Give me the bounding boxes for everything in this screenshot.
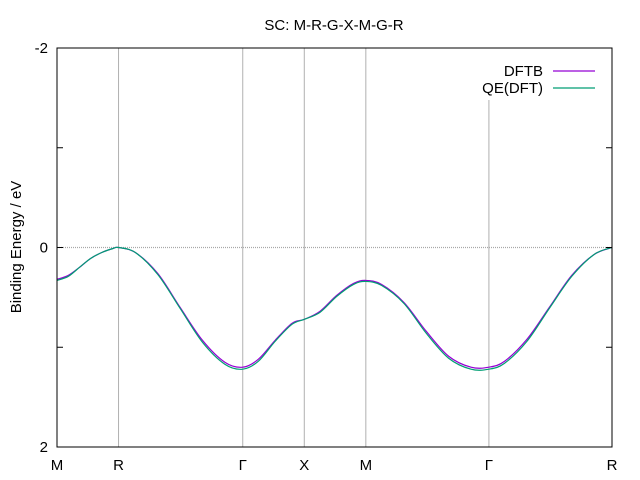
plot-frame — [56, 47, 613, 448]
legend-label: DFTB — [504, 63, 543, 80]
axis-layer: M R Γ X M Γ R -2 0 2 — [35, 40, 618, 474]
grid-layer — [57, 48, 612, 447]
x-tick-label: Γ — [239, 457, 247, 474]
x-tick-label: M — [360, 457, 373, 474]
y-tick-label: -2 — [35, 40, 48, 57]
x-tick-label: X — [299, 457, 309, 474]
series-layer — [56, 246, 613, 371]
x-tick-label: R — [607, 457, 618, 474]
chart-title: SC: M-R-G-X-M-G-R — [264, 17, 403, 34]
y-tick-label: 2 — [40, 439, 48, 456]
x-tick-label: Γ — [485, 457, 493, 474]
legend-label: QE(DFT) — [482, 80, 543, 97]
y-axis-label: Binding Energy / eV — [8, 181, 25, 314]
x-tick-label: M — [51, 457, 64, 474]
series-line-qe-dft — [56, 246, 613, 371]
x-tick-label: R — [113, 457, 124, 474]
series-line-dftb — [56, 246, 613, 369]
y-tick-label: 0 — [40, 240, 48, 257]
